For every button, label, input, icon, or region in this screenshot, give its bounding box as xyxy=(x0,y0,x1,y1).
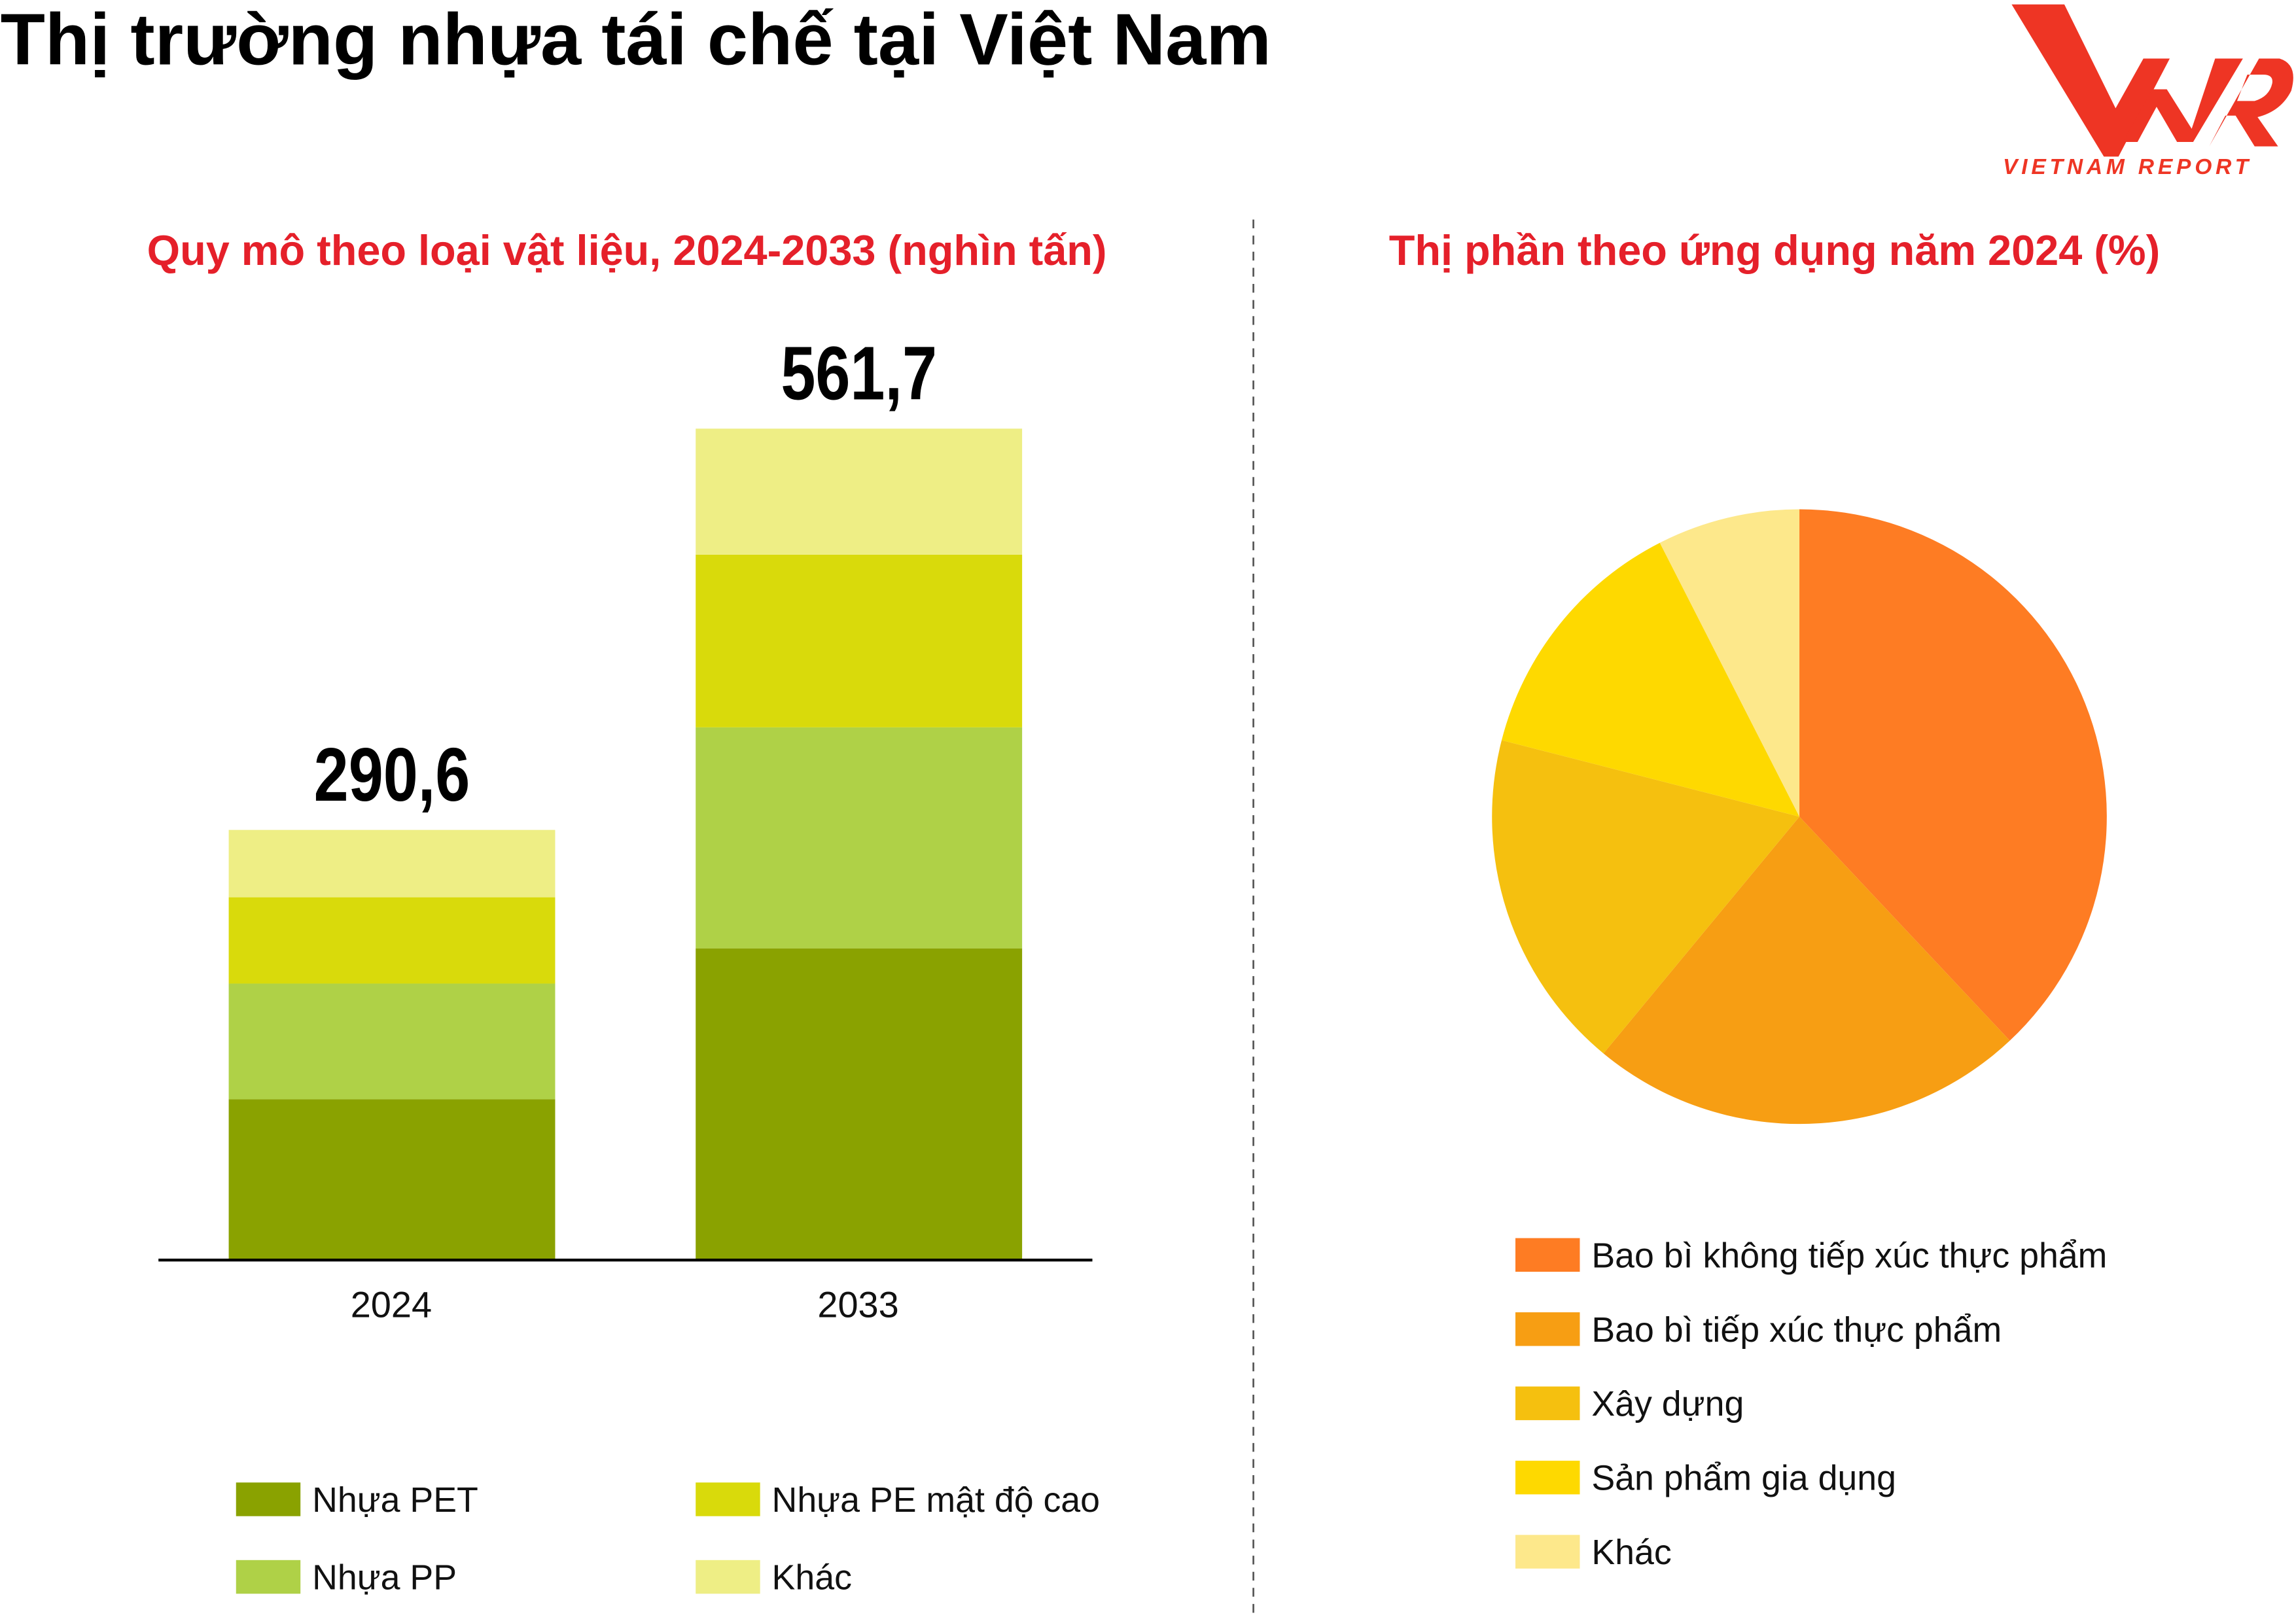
legend-label: Nhựa PP xyxy=(312,1558,457,1597)
legend-label: Khác xyxy=(1591,1533,1671,1572)
bar-chart: 290,6 561,7 xyxy=(228,331,1023,1261)
legend-swatch xyxy=(1515,1535,1580,1569)
legend-label: Xây dựng xyxy=(1591,1384,1744,1423)
logo-r xyxy=(2209,58,2293,147)
pie-legend: Bao bì không tiếp xúc thực phẩm Bao bì ti… xyxy=(1515,1236,2107,1572)
bar-segment xyxy=(696,727,1023,949)
legend-swatch xyxy=(236,1560,301,1594)
legend-swatch xyxy=(1515,1386,1580,1420)
page-title: Thị trường nhựa tái chế tại Việt Nam xyxy=(1,0,1271,80)
legend-swatch xyxy=(1515,1460,1580,1495)
pie-slice xyxy=(1501,542,1800,817)
legend-label: Nhựa PE mật độ cao xyxy=(772,1480,1101,1520)
legend-label: Bao bì không tiếp xúc thực phẩm xyxy=(1591,1236,2107,1275)
legend-swatch xyxy=(1515,1238,1580,1272)
bar-segment xyxy=(228,983,556,1100)
bar-total-label: 290,6 xyxy=(314,732,470,817)
bar-legend: Nhựa PET Nhựa PP Nhựa PE mật độ cao Khác xyxy=(236,1480,1100,1597)
bar-segment xyxy=(696,428,1023,555)
legend-label: Bao bì tiếp xúc thực phẩm xyxy=(1591,1310,2002,1350)
logo-v xyxy=(2011,4,2170,157)
legend-label: Sản phẩm gia dụng xyxy=(1591,1459,1896,1498)
bar-segment xyxy=(696,948,1023,1261)
legend-swatch xyxy=(696,1482,760,1516)
legend-swatch xyxy=(696,1560,760,1594)
logo-n xyxy=(2123,58,2243,143)
legend-label: Nhựa PET xyxy=(312,1480,478,1520)
pie-slice xyxy=(1492,740,1800,1054)
legend-label: Khác xyxy=(772,1558,852,1597)
vnr-logo: VIETNAM REPORT xyxy=(2003,4,2293,179)
x-tick-label: 2024 xyxy=(351,1283,432,1325)
bar-segment xyxy=(696,554,1023,727)
pie-slice xyxy=(1659,509,1800,817)
x-tick-label: 2033 xyxy=(817,1283,898,1325)
pie-slice xyxy=(1603,816,2010,1125)
legend-swatch xyxy=(236,1482,301,1516)
bar-total-label: 561,7 xyxy=(781,331,937,416)
legend-swatch xyxy=(1515,1312,1580,1346)
pie-slice xyxy=(1799,509,2107,1041)
logo-tagline: VIETNAM REPORT xyxy=(2003,155,2252,179)
bar-segment xyxy=(228,829,556,898)
pie-chart-title: Thị phần theo ứng dụng năm 2024 (%) xyxy=(1389,226,2160,274)
bar-segment xyxy=(228,1099,556,1261)
bar-segment xyxy=(228,897,556,984)
bar-chart-title: Quy mô theo loại vật liệu, 2024-2033 (ng… xyxy=(147,226,1107,274)
pie-chart xyxy=(1492,509,2107,1125)
